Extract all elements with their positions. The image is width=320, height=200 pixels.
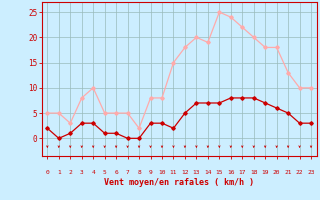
X-axis label: Vent moyen/en rafales ( km/h ): Vent moyen/en rafales ( km/h ) (104, 178, 254, 187)
